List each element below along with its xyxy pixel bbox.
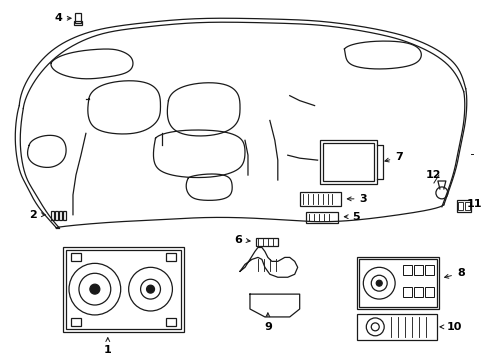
Text: 8: 8 [444,268,464,278]
Circle shape [146,285,154,293]
Text: 10: 10 [439,322,462,332]
Bar [74,21,82,25]
Bar [359,260,436,307]
Text: 6: 6 [234,234,249,244]
Bar [55,211,58,220]
Text: 3: 3 [346,194,366,204]
Bar [464,202,469,210]
Bar [166,318,176,326]
Bar [413,287,422,297]
Bar [457,202,462,210]
Bar [456,200,470,212]
Bar [402,265,411,275]
Circle shape [375,280,382,286]
Text: 7: 7 [384,152,402,162]
Circle shape [90,284,100,294]
Bar [424,287,433,297]
Bar [357,257,438,309]
Bar [75,13,81,23]
Bar [305,212,338,223]
Text: 12: 12 [426,170,441,180]
Bar [63,211,66,220]
Bar [299,192,341,206]
Bar [319,140,376,184]
Text: 5: 5 [344,212,360,222]
Bar [413,265,422,275]
Bar [63,247,184,332]
Bar [71,318,81,326]
Text: 11: 11 [466,199,482,209]
Bar [402,287,411,297]
Bar [71,253,81,261]
Bar [357,314,436,340]
Text: 9: 9 [264,313,271,332]
Bar [322,143,373,181]
Bar [59,211,62,220]
Bar [255,238,277,247]
Bar [166,253,176,261]
Text: 4: 4 [54,13,71,23]
Bar [66,251,181,329]
Bar [424,265,433,275]
Text: 2: 2 [29,210,45,220]
Bar [51,211,54,220]
Text: 1: 1 [103,338,111,355]
